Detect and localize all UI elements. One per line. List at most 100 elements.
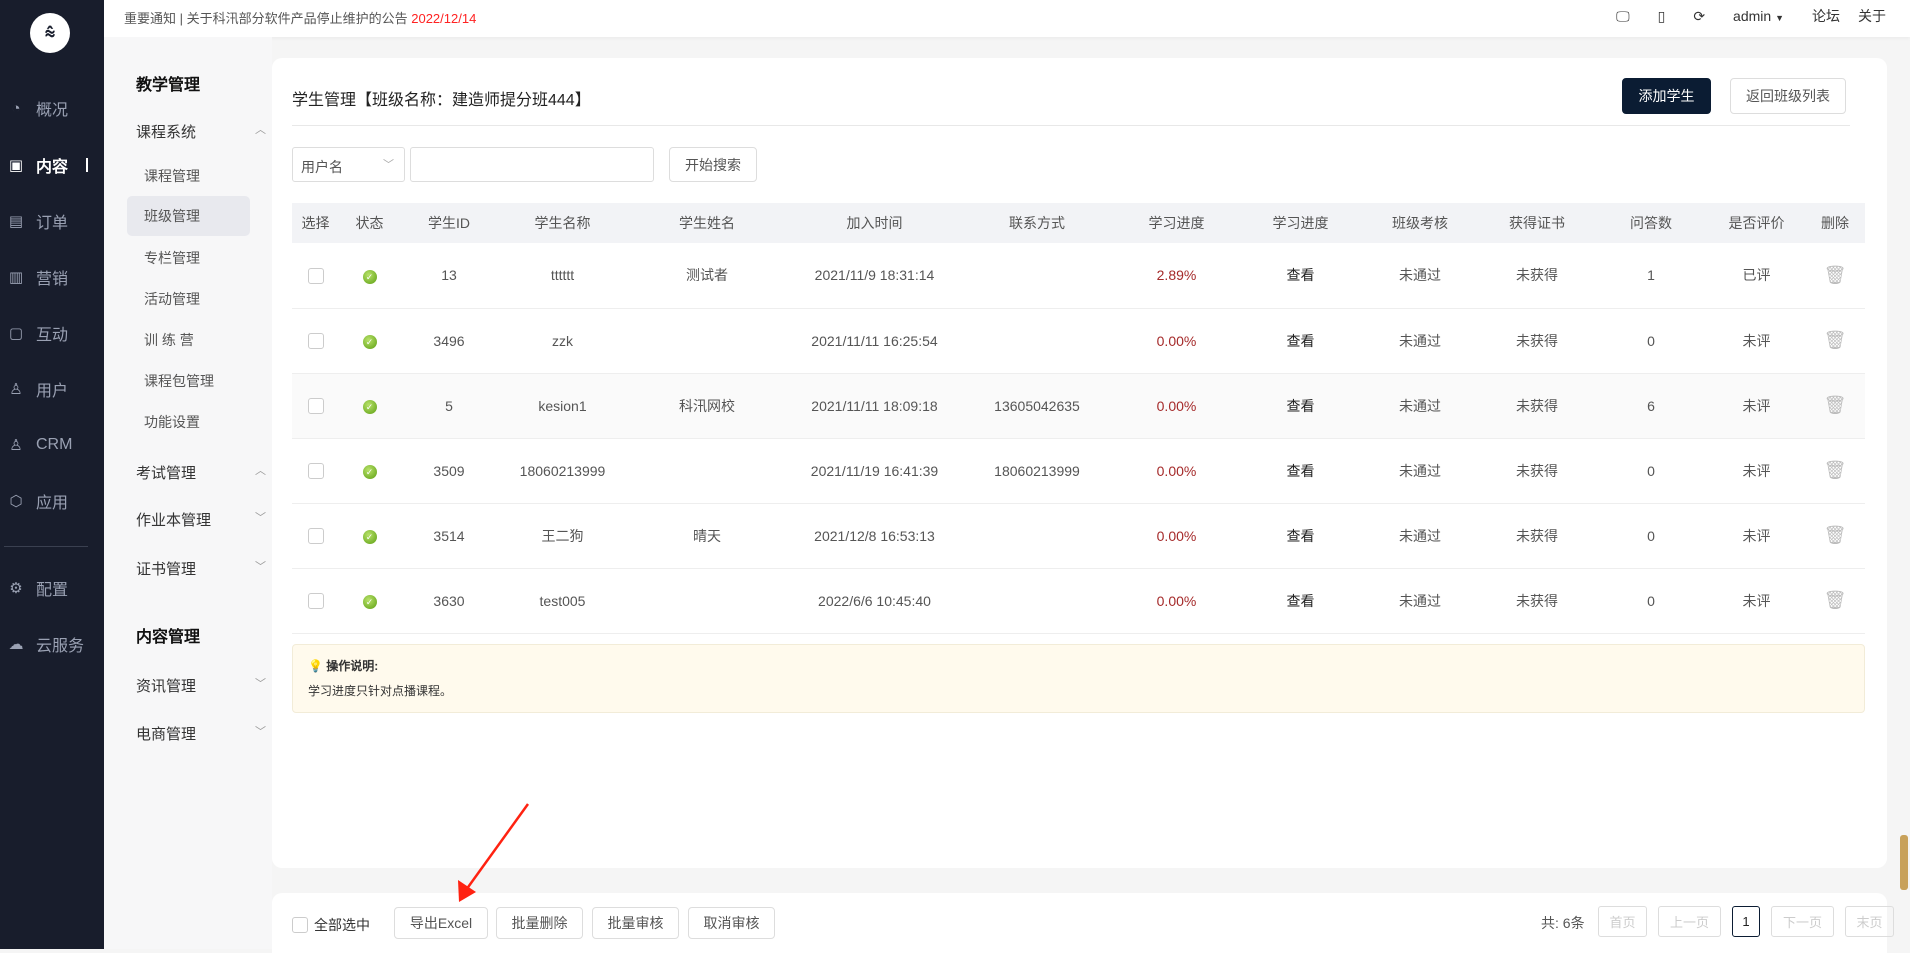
page-1-button[interactable]: 1 — [1732, 906, 1760, 937]
nav-item-9[interactable]: ☁ 云服务 — [0, 629, 104, 659]
column-header: 获得证书 — [1480, 203, 1594, 243]
document-icon: ▤ — [8, 213, 24, 230]
student-realname — [627, 308, 787, 374]
row-checkbox[interactable] — [307, 267, 324, 284]
rating-status: 未评 — [1708, 308, 1805, 374]
nav-item-4[interactable]: ▢ 互动 — [0, 318, 104, 348]
status-ok-icon: ✓ — [362, 595, 377, 609]
trash-icon[interactable]: 🗑 — [1823, 525, 1847, 545]
next-page-button[interactable]: 下一页 — [1771, 906, 1834, 937]
nav-item-7[interactable]: ⬡ 应用 — [0, 486, 104, 516]
pie-chart-icon: ◔ — [11, 99, 21, 117]
nav-item-0[interactable]: ◔ 概况 — [0, 93, 104, 123]
trash-icon[interactable]: 🗑 — [1823, 264, 1847, 285]
row-checkbox[interactable] — [307, 333, 324, 350]
trash-icon[interactable]: 🗑 — [1823, 590, 1847, 610]
subnav-group-0[interactable]: 考试管理 ︿ — [136, 462, 266, 483]
search-field-select[interactable]: 用户名 ﹀ — [292, 147, 405, 182]
search-button[interactable]: 开始搜索 — [669, 147, 757, 182]
trash-icon[interactable]: 🗑 — [1823, 330, 1847, 350]
view-progress-link[interactable]: 查看 — [1241, 568, 1360, 634]
student-id: 3496 — [400, 308, 498, 374]
section-content: 内容管理 — [136, 629, 201, 646]
batch-approve-button[interactable]: 批量审核 — [592, 907, 679, 939]
scrollbar[interactable] — [1900, 835, 1908, 890]
add-student-button[interactable]: 添加学生 — [1622, 78, 1711, 114]
cancel-approve-button[interactable]: 取消审核 — [688, 907, 775, 939]
subnav-group-1[interactable]: 作业本管理 ﹀ — [136, 509, 266, 530]
row-checkbox[interactable] — [307, 593, 324, 610]
sidebar-divider — [4, 546, 88, 547]
view-progress-link[interactable]: 查看 — [1241, 503, 1360, 569]
group-label: 考试管理 — [136, 465, 197, 482]
gear-icon: ⚙ — [9, 580, 23, 597]
nav-item-1[interactable]: ▣ 内容 — [0, 150, 104, 180]
subnav-item-5[interactable]: 课程包管理 — [144, 373, 214, 389]
table-row: ✓ 3509 18060213999 2021/11/19 16:41:39 1… — [292, 438, 1865, 504]
select-all-checkbox[interactable] — [292, 917, 308, 933]
column-header: 学生名称 — [498, 203, 627, 243]
view-progress-link[interactable]: 查看 — [1241, 243, 1360, 309]
subnav-item-1[interactable]: 班级管理 — [127, 196, 250, 236]
group-label: 资讯管理 — [136, 678, 197, 695]
subnav-item-3[interactable]: 活动管理 — [144, 291, 200, 307]
nav-item-6[interactable]: ♙ CRM — [0, 430, 104, 460]
row-checkbox[interactable] — [307, 528, 324, 545]
subnav-item-6[interactable]: 功能设置 — [144, 414, 200, 430]
class-exam-status: 未通过 — [1360, 243, 1480, 309]
nav-label: 配置 — [36, 582, 69, 599]
join-time: 2021/11/11 18:09:18 — [787, 373, 962, 439]
chevron-up-icon: ︿ — [255, 124, 266, 136]
trash-icon[interactable]: 🗑 — [1823, 395, 1847, 415]
subnav-item-2[interactable]: 专栏管理 — [144, 250, 200, 266]
about-link[interactable]: 关于 — [1858, 8, 1886, 24]
subnav-item-4[interactable]: 训 练 营 — [144, 332, 194, 348]
student-realname — [627, 568, 787, 634]
subnav-item-0[interactable]: 课程管理 — [144, 168, 200, 184]
forum-link[interactable]: 论坛 — [1812, 8, 1840, 24]
desktop-icon[interactable]: 🖵 — [1616, 7, 1630, 24]
nav-item-2[interactable]: ▤ 订单 — [0, 206, 104, 236]
column-header: 学习进度 — [1241, 203, 1360, 243]
notice-date: 2022/12/14 — [411, 11, 477, 26]
notice-link[interactable]: 重要通知 | 关于科汛部分软件产品停止维护的公告 2022/12/14 — [124, 8, 476, 27]
certificate-status: 未获得 — [1480, 373, 1594, 439]
rating-status: 未评 — [1708, 568, 1805, 634]
group-course-system[interactable]: 课程系统 ︿ — [136, 121, 266, 142]
back-to-class-list-button[interactable]: 返回班级列表 — [1730, 78, 1846, 114]
refresh-icon[interactable]: ⟳ — [1693, 7, 1706, 24]
user-menu[interactable]: admin ▼ — [1733, 8, 1784, 24]
nav-item-3[interactable]: ▥ 营销 — [0, 262, 104, 292]
join-time: 2021/12/8 16:53:13 — [787, 503, 962, 569]
view-progress-link[interactable]: 查看 — [1241, 308, 1360, 374]
group-label: 证书管理 — [136, 561, 197, 578]
export-excel-button[interactable]: 导出Excel — [394, 907, 488, 939]
column-header: 学习进度 — [1112, 203, 1241, 243]
row-checkbox[interactable] — [307, 463, 324, 480]
section-teaching: 教学管理 — [136, 77, 201, 94]
row-checkbox[interactable] — [307, 398, 324, 415]
first-page-button[interactable]: 首页 — [1598, 906, 1647, 937]
batch-delete-button[interactable]: 批量删除 — [496, 907, 583, 939]
table-row: ✓ 13 tttttt 测试者 2021/11/9 18:31:14 2.89%… — [292, 243, 1865, 309]
subnav-group2-0[interactable]: 资讯管理 ﹀ — [136, 675, 266, 696]
last-page-button[interactable]: 末页 — [1845, 906, 1894, 937]
progress-value: 2.89% — [1112, 243, 1241, 309]
student-username: 18060213999 — [498, 438, 627, 504]
logo[interactable]: ⩯ — [30, 13, 70, 53]
prev-page-button[interactable]: 上一页 — [1658, 906, 1721, 937]
search-input[interactable] — [410, 147, 654, 182]
student-username: 王二狗 — [498, 503, 627, 569]
subnav-group2-1[interactable]: 电商管理 ﹀ — [136, 723, 266, 744]
mobile-icon[interactable]: ▯ — [1657, 7, 1666, 24]
select-all[interactable]: 全部选中 — [292, 915, 370, 935]
contact: 13605042635 — [962, 373, 1112, 439]
trash-icon[interactable]: 🗑 — [1823, 460, 1847, 480]
nav-item-8[interactable]: ⚙ 配置 — [0, 573, 104, 603]
view-progress-link[interactable]: 查看 — [1241, 373, 1360, 439]
nav-label: 营销 — [36, 271, 69, 288]
nav-label: 概况 — [36, 102, 69, 119]
nav-item-5[interactable]: ♙ 用户 — [0, 374, 104, 404]
view-progress-link[interactable]: 查看 — [1241, 438, 1360, 504]
subnav-group-2[interactable]: 证书管理 ﹀ — [136, 558, 266, 579]
